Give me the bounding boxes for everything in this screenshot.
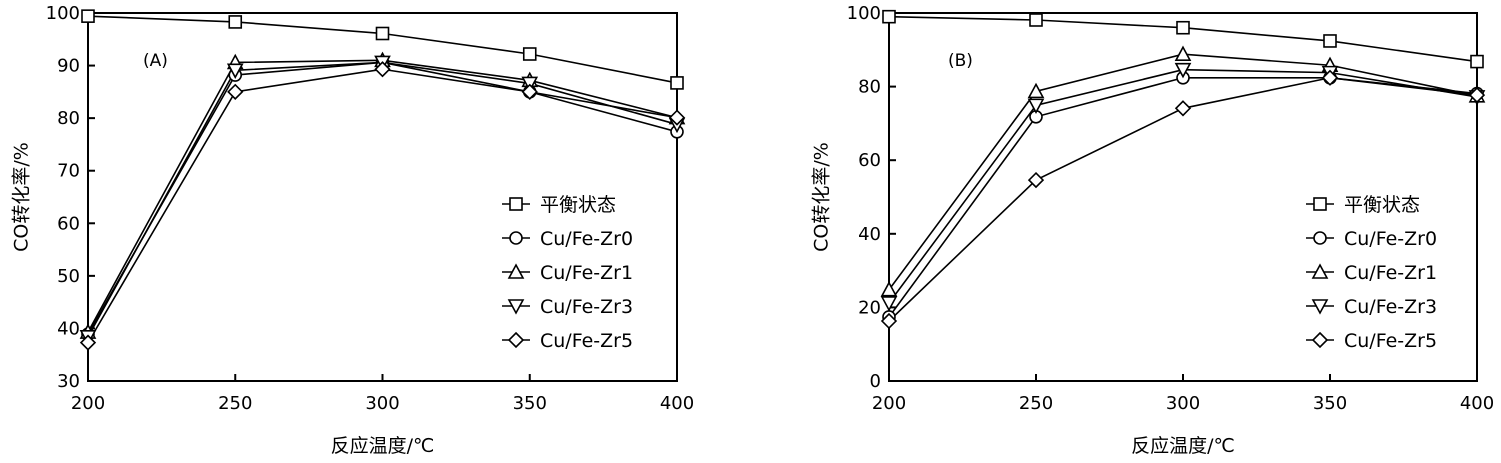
legend-label: Cu/Fe-Zr5 (540, 330, 633, 352)
series-line-2 (888, 53, 1478, 291)
data-point-4-4 (1468, 86, 1486, 104)
data-point-4-0 (79, 334, 97, 351)
x-axis-title: 反应温度/℃ (1131, 435, 1235, 457)
legend-marker (1311, 299, 1329, 315)
legend-label: Cu/Fe-Zr1 (1344, 262, 1437, 284)
y-tick-label: 100 (847, 3, 881, 24)
legend-label: Cu/Fe-Zr0 (540, 228, 633, 250)
y-axis-title: CO转化率/% (11, 142, 33, 252)
data-point-0-3 (1323, 34, 1337, 48)
data-point-0-2 (375, 26, 390, 41)
data-point-0-2 (1176, 20, 1190, 35)
legend-marker (507, 331, 525, 349)
y-tick-label: 30 (57, 371, 80, 392)
x-tick-label: 200 (71, 393, 105, 414)
x-tick-label: 250 (1019, 393, 1053, 414)
legend-label: Cu/Fe-Zr3 (1344, 296, 1437, 318)
y-tick-label: 90 (57, 56, 80, 77)
data-point-3-2 (1174, 62, 1192, 79)
legend-marker (1313, 197, 1327, 211)
data-point-0-3 (522, 47, 537, 61)
x-tick-label: 200 (872, 393, 906, 414)
x-tick-label: 300 (365, 393, 399, 414)
legend-marker (1311, 331, 1329, 349)
legend-marker (507, 299, 525, 315)
legend-label: Cu/Fe-Zr5 (1344, 330, 1437, 352)
legend-marker (509, 197, 523, 211)
legend-label: Cu/Fe-Zr1 (540, 262, 633, 284)
panel-a: 30 40 50 60 70 80 90 100 200 250 300 350 400 反应温度/℃ CO… (11, 3, 695, 457)
y-tick-label: 80 (57, 108, 80, 129)
panel-label: (B) (948, 51, 973, 71)
data-point-3-1 (1027, 98, 1045, 115)
y-tick-label: 50 (57, 266, 80, 287)
data-point-4-3 (1321, 69, 1339, 86)
x-tick-label: 400 (660, 393, 694, 414)
x-axis-title: 反应温度/℃ (331, 435, 435, 457)
panel-label: (A) (143, 51, 168, 71)
data-point-4-1 (227, 83, 244, 100)
legend-label: Cu/Fe-Zr3 (540, 296, 633, 318)
x-tick-label: 300 (1166, 393, 1200, 414)
y-tick-label: 40 (57, 318, 80, 339)
data-point-4-3 (521, 83, 538, 100)
data-point-4-0 (880, 312, 898, 330)
y-tick-label: 80 (858, 77, 881, 98)
panel-b: 0 20 40 60 80 100 200 250 300 350 400 反应温度/℃ CO转化率/%… (811, 3, 1495, 457)
legend-marker (1311, 263, 1329, 279)
y-tick-label: 20 (858, 297, 881, 318)
y-tick-label: 70 (57, 161, 80, 182)
data-point-2-1 (1027, 82, 1045, 99)
y-tick-label: 60 (57, 213, 80, 234)
legend-label: 平衡状态 (1344, 194, 1420, 216)
data-point-4-2 (374, 61, 391, 78)
x-tick-label: 250 (218, 393, 252, 414)
data-point-3-0 (880, 296, 898, 312)
data-point-0-4 (1470, 54, 1484, 69)
data-point-0-4 (670, 76, 684, 90)
legend-marker (507, 263, 525, 279)
data-point-4-2 (1174, 100, 1192, 117)
data-point-2-2 (1174, 45, 1192, 62)
data-point-3-1 (226, 63, 244, 79)
y-tick-label: 40 (858, 224, 881, 245)
data-point-0-1 (1029, 13, 1043, 27)
legend-label: Cu/Fe-Zr0 (1344, 228, 1437, 250)
y-tick-label: 0 (870, 371, 881, 392)
x-tick-label: 350 (513, 393, 547, 414)
data-point-2-0 (880, 281, 898, 297)
data-point-4-4 (668, 109, 686, 126)
legend-marker (509, 231, 523, 245)
x-tick-label: 350 (1313, 393, 1347, 414)
y-tick-label: 100 (46, 3, 80, 24)
y-axis-title: CO转化率/% (811, 142, 833, 252)
data-point-4-1 (1027, 171, 1045, 189)
data-point-0-0 (882, 9, 896, 24)
data-point-0-0 (81, 9, 95, 23)
data-point-0-1 (228, 15, 243, 29)
x-tick-label: 400 (1460, 393, 1494, 414)
legend-marker (1313, 231, 1327, 245)
legend-label: 平衡状态 (540, 194, 616, 216)
y-tick-label: 60 (858, 150, 881, 171)
